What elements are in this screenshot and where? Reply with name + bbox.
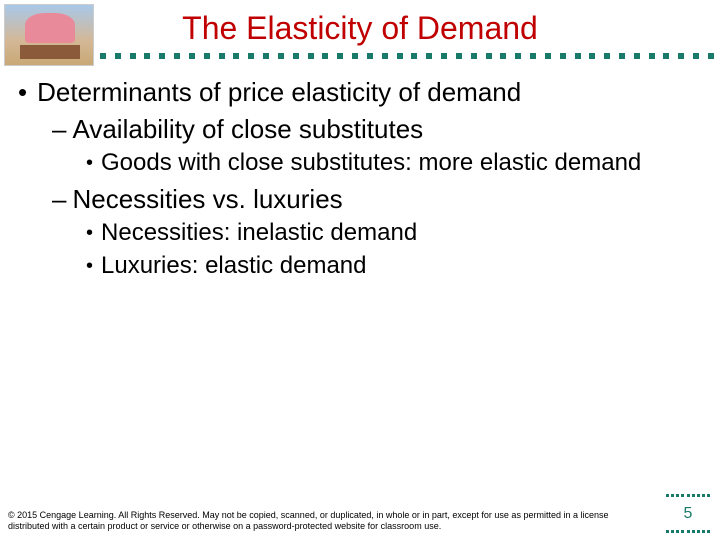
bullet-level3: • Luxuries: elastic demand bbox=[86, 252, 702, 281]
page-number-dots-top bbox=[666, 494, 710, 498]
bullet-level2: – Availability of close substitutes bbox=[52, 114, 702, 145]
bullet-level3: • Necessities: inelastic demand bbox=[86, 219, 702, 248]
page-number: 5 bbox=[684, 505, 693, 523]
slide-content: • Determinants of price elasticity of de… bbox=[0, 77, 720, 280]
bullet-marker: • bbox=[86, 149, 93, 178]
bullet-marker: – bbox=[52, 114, 66, 145]
bullet-text: Goods with close substitutes: more elast… bbox=[101, 149, 641, 178]
bullet-level2: – Necessities vs. luxuries bbox=[52, 184, 702, 215]
bullet-text: Determinants of price elasticity of dema… bbox=[37, 77, 521, 108]
title-divider bbox=[0, 53, 720, 63]
bullet-marker: • bbox=[18, 77, 27, 108]
bullet-text: Necessities vs. luxuries bbox=[72, 184, 342, 215]
bullet-marker: • bbox=[86, 219, 93, 248]
copyright-footer: © 2015 Cengage Learning. All Rights Rese… bbox=[8, 510, 628, 532]
bullet-marker: – bbox=[52, 184, 66, 215]
bullet-level3: • Goods with close substitutes: more ela… bbox=[86, 149, 702, 178]
bullet-text: Necessities: inelastic demand bbox=[101, 219, 417, 248]
decorative-image bbox=[4, 4, 94, 66]
bullet-text: Availability of close substitutes bbox=[72, 114, 423, 145]
bullet-level1: • Determinants of price elasticity of de… bbox=[18, 77, 702, 108]
page-number-box: 5 bbox=[666, 494, 710, 534]
bullet-text: Luxuries: elastic demand bbox=[101, 252, 366, 281]
page-number-dots-bottom bbox=[666, 530, 710, 534]
slide-title: The Elasticity of Demand bbox=[0, 0, 720, 53]
bullet-marker: • bbox=[86, 252, 93, 281]
